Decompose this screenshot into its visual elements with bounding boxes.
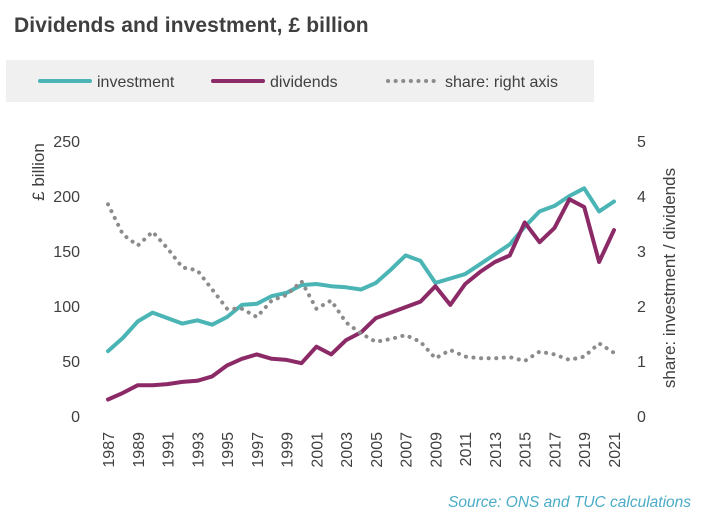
x-tick-label: 1989 bbox=[131, 432, 148, 468]
x-tick-label: 2003 bbox=[339, 432, 356, 468]
y-tick-label: 200 bbox=[53, 189, 80, 206]
source-note: Source: ONS and TUC calculations bbox=[448, 494, 691, 511]
legend-label: share: right axis bbox=[445, 74, 558, 91]
x-tick-label: 2015 bbox=[518, 432, 535, 468]
y-tick-label: 250 bbox=[53, 134, 80, 151]
y-tick-label: 0 bbox=[71, 409, 80, 426]
x-tick-label: 2001 bbox=[309, 432, 326, 468]
legend-entries: investment dividends share: right axis bbox=[38, 74, 558, 91]
x-tick-label: 2009 bbox=[428, 432, 445, 468]
x-tick-label: 2013 bbox=[488, 432, 505, 468]
series-line-investment bbox=[106, 186, 616, 354]
y2-tick-label: 1 bbox=[637, 354, 646, 371]
y2-tick-label: 0 bbox=[637, 409, 646, 426]
x-tick-label: 2021 bbox=[607, 432, 624, 468]
y-axis-title: £ billion bbox=[29, 143, 48, 201]
legend bbox=[6, 60, 594, 102]
y-tick-label: 100 bbox=[53, 299, 80, 316]
y-tick-label: 150 bbox=[53, 244, 80, 261]
y2-tick-label: 5 bbox=[637, 134, 646, 151]
chart-title: Dividends and investment, £ billion bbox=[14, 14, 369, 37]
x-tick-label: 1987 bbox=[101, 432, 118, 468]
x-tick-label: 2017 bbox=[547, 432, 564, 468]
series-lines bbox=[106, 186, 616, 402]
legend-label: investment bbox=[97, 74, 175, 91]
y2-tick-label: 3 bbox=[637, 244, 646, 261]
x-tick-label: 1993 bbox=[190, 432, 207, 468]
x-tick-label: 1997 bbox=[250, 432, 267, 468]
legend-label: dividends bbox=[270, 74, 338, 91]
x-tick-label: 1995 bbox=[220, 432, 237, 468]
y2-tick-label: 2 bbox=[637, 299, 646, 316]
axes: 0 50 100 150 200 250 0 1 2 3 4 5 1987 1989 1991 1993 199… bbox=[29, 134, 679, 468]
y2-axis-title: share: investment / dividends bbox=[660, 168, 679, 388]
x-tick-label: 1999 bbox=[280, 432, 297, 468]
x-tick-label: 2005 bbox=[369, 432, 386, 468]
x-tick-label: 2011 bbox=[458, 432, 475, 467]
series-line-share bbox=[106, 202, 616, 363]
x-tick-label: 2007 bbox=[399, 432, 416, 468]
x-tick-label: 1991 bbox=[161, 432, 178, 468]
y2-tick-label: 4 bbox=[637, 189, 646, 206]
y-tick-label: 50 bbox=[62, 354, 80, 371]
series-line-dividends bbox=[106, 197, 616, 402]
x-tick-label: 2019 bbox=[577, 432, 594, 468]
